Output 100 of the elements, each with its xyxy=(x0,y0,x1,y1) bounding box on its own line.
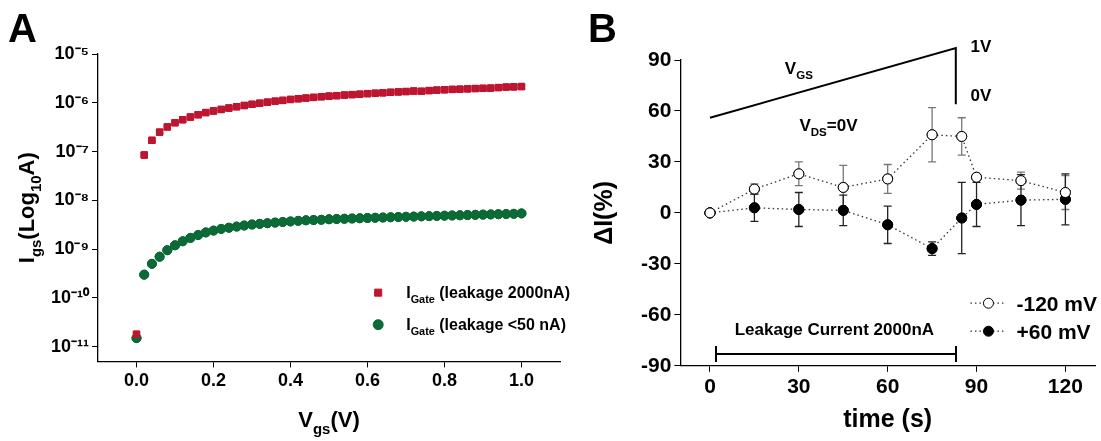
x-tick-label: 0.4 xyxy=(277,370,304,391)
y-tick-label: 10⁻⁶ xyxy=(54,91,90,112)
point xyxy=(132,330,141,338)
y-axis-title: ΔI(%) xyxy=(589,181,617,245)
legend-label: +60 mV xyxy=(1016,319,1091,343)
x-tick-label: 1.0 xyxy=(508,370,535,391)
point xyxy=(517,82,526,91)
x-tick-label: 120 xyxy=(1047,374,1083,398)
point xyxy=(882,219,894,231)
y-tick-label: 10⁻⁷ xyxy=(55,140,90,161)
point xyxy=(232,103,241,111)
point xyxy=(793,168,805,180)
point xyxy=(402,87,410,96)
point xyxy=(463,85,472,93)
point xyxy=(179,116,187,124)
point xyxy=(971,171,983,183)
point xyxy=(186,113,195,121)
point xyxy=(170,240,181,251)
y-tick-label: 0 xyxy=(659,199,672,223)
point xyxy=(171,119,179,127)
point xyxy=(139,269,150,280)
point xyxy=(356,90,364,98)
point xyxy=(340,91,349,99)
point xyxy=(202,108,210,117)
point xyxy=(140,151,148,159)
point xyxy=(837,204,849,216)
point xyxy=(248,100,256,109)
point xyxy=(194,111,202,119)
y-tick-label: 10⁻⁸ xyxy=(54,189,90,210)
point xyxy=(971,198,983,210)
point xyxy=(363,89,372,98)
point xyxy=(748,202,760,214)
point xyxy=(425,86,433,95)
point xyxy=(256,99,264,107)
point xyxy=(837,181,849,193)
text: 1V xyxy=(970,36,993,56)
point xyxy=(456,85,464,93)
point xyxy=(223,222,234,233)
legend-label: -120 mV xyxy=(1016,291,1097,315)
x-axis-title: time (s) xyxy=(843,404,933,432)
point xyxy=(516,208,527,219)
y-tick-label: -90 xyxy=(640,352,672,376)
y-tick-label: 10⁻⁹ xyxy=(54,238,90,259)
point xyxy=(286,95,295,104)
point xyxy=(317,93,325,101)
point xyxy=(309,93,318,102)
point xyxy=(485,209,496,220)
point xyxy=(386,88,395,96)
point xyxy=(882,173,894,185)
point xyxy=(956,130,968,142)
point xyxy=(926,129,938,141)
point xyxy=(494,83,503,92)
point xyxy=(163,123,171,131)
point xyxy=(231,221,242,232)
point xyxy=(440,86,449,94)
x-tick-label: 30 xyxy=(787,374,811,398)
point xyxy=(448,85,456,94)
y-axis-title: Igs(Log10A) xyxy=(14,152,44,264)
x-tick-label: 0.8 xyxy=(431,370,458,391)
point xyxy=(263,98,272,106)
point xyxy=(793,204,805,215)
point xyxy=(154,251,165,262)
point xyxy=(279,96,287,105)
point xyxy=(177,236,188,247)
point xyxy=(487,84,495,92)
point xyxy=(217,105,225,114)
point xyxy=(294,95,302,103)
x-tick-label: 60 xyxy=(876,374,900,398)
point xyxy=(1015,175,1027,187)
point xyxy=(333,91,341,100)
y-tick-label: 10⁻⁵ xyxy=(54,42,90,63)
x-tick-label: 0.2 xyxy=(201,370,227,391)
point xyxy=(1059,187,1071,199)
point xyxy=(302,94,310,102)
annotation: 0V xyxy=(970,85,993,105)
point xyxy=(200,227,211,238)
point xyxy=(325,92,333,100)
point xyxy=(148,136,156,145)
x-tick-label: 0 xyxy=(704,374,716,398)
chart-title: B xyxy=(588,6,617,50)
point xyxy=(209,107,218,115)
point xyxy=(479,84,487,92)
chart-title: A xyxy=(8,6,37,50)
x-tick-label: 90 xyxy=(964,374,989,398)
point xyxy=(240,101,248,110)
y-tick-label: -60 xyxy=(640,301,672,325)
point xyxy=(155,128,164,136)
point xyxy=(185,232,196,243)
point xyxy=(146,258,157,269)
point xyxy=(433,86,441,94)
point xyxy=(379,89,387,97)
x-tick-label: 0.6 xyxy=(354,370,381,391)
y-tick-label: 10⁻¹¹ xyxy=(51,335,90,356)
x-tick-label: 0.0 xyxy=(124,370,150,391)
point xyxy=(956,212,968,224)
y-tick-label: 60 xyxy=(647,97,672,121)
y-tick-label: 90 xyxy=(647,46,672,70)
point xyxy=(394,88,402,96)
point xyxy=(502,83,510,91)
point xyxy=(471,84,479,93)
